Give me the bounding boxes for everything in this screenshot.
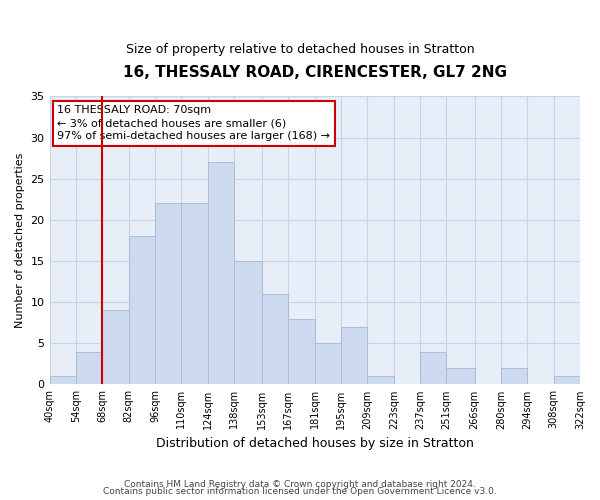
Bar	[234, 261, 262, 384]
Bar	[155, 204, 181, 384]
Bar	[181, 204, 208, 384]
Y-axis label: Number of detached properties: Number of detached properties	[15, 153, 25, 328]
Bar	[341, 327, 367, 384]
Text: Contains HM Land Registry data © Crown copyright and database right 2024.: Contains HM Land Registry data © Crown c…	[124, 480, 476, 489]
X-axis label: Distribution of detached houses by size in Stratton: Distribution of detached houses by size …	[156, 437, 474, 450]
Bar	[420, 352, 446, 384]
Bar	[128, 236, 155, 384]
Title: 16, THESSALY ROAD, CIRENCESTER, GL7 2NG: 16, THESSALY ROAD, CIRENCESTER, GL7 2NG	[123, 65, 507, 80]
Bar	[208, 162, 234, 384]
Bar	[501, 368, 527, 384]
Bar	[76, 352, 102, 384]
Bar	[367, 376, 394, 384]
Text: Size of property relative to detached houses in Stratton: Size of property relative to detached ho…	[125, 42, 475, 56]
Text: Contains public sector information licensed under the Open Government Licence v3: Contains public sector information licen…	[103, 487, 497, 496]
Bar	[289, 318, 315, 384]
Bar	[102, 310, 128, 384]
Bar	[50, 376, 76, 384]
Bar	[315, 344, 341, 384]
Bar	[446, 368, 475, 384]
Bar	[554, 376, 580, 384]
Bar	[262, 294, 289, 384]
Text: 16 THESSALY ROAD: 70sqm
← 3% of detached houses are smaller (6)
97% of semi-deta: 16 THESSALY ROAD: 70sqm ← 3% of detached…	[58, 105, 331, 142]
